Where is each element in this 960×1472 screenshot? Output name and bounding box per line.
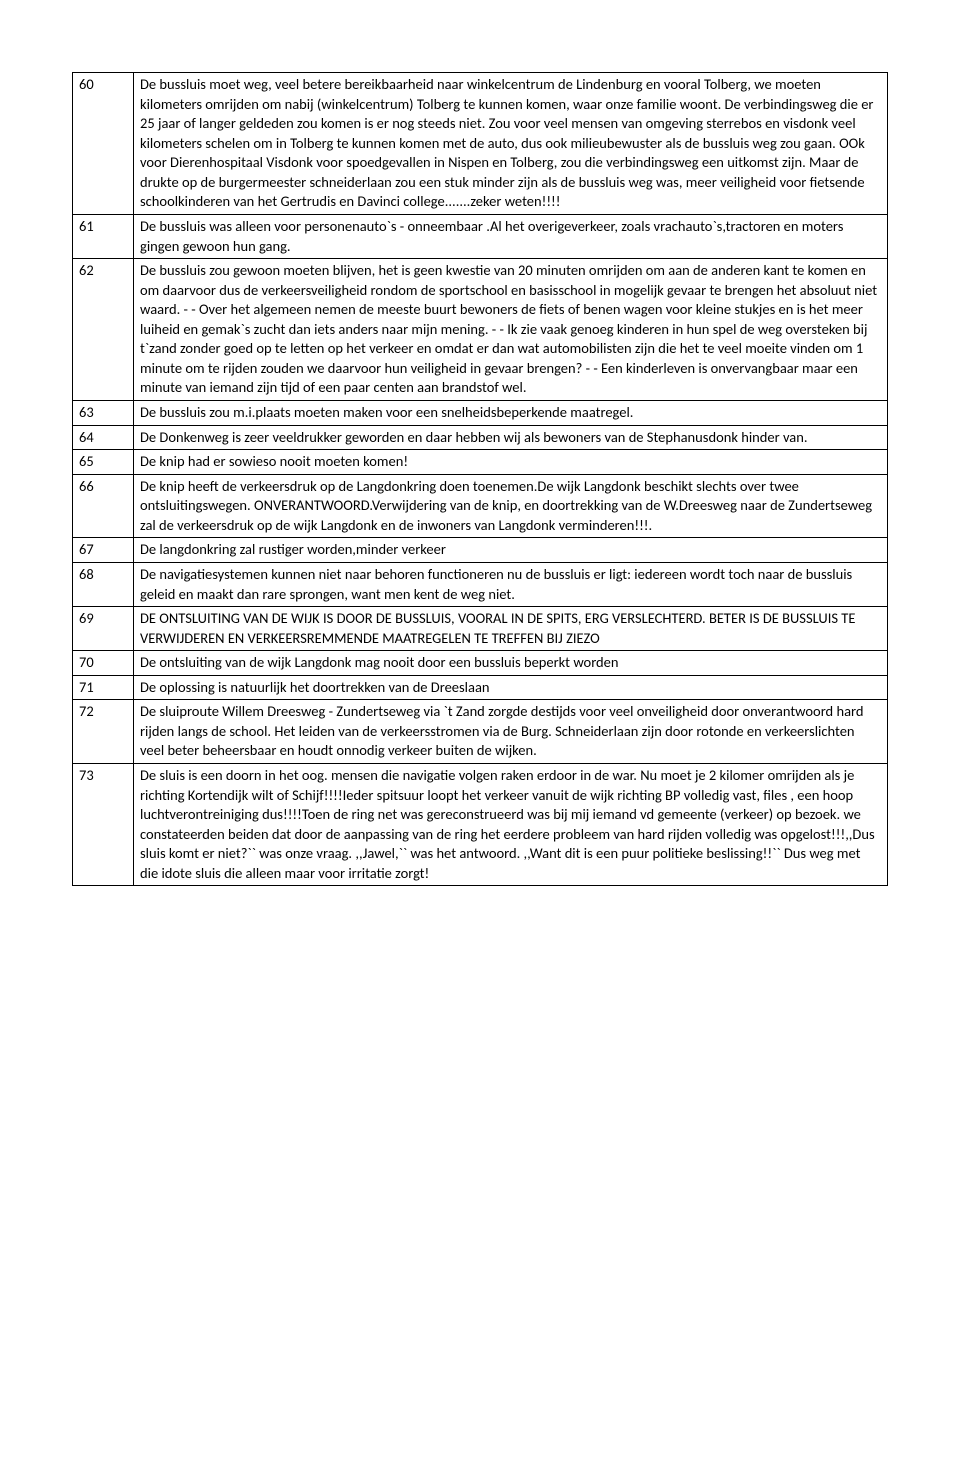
row-text: De oplossing is natuurlijk het doortrekk… <box>134 675 888 700</box>
row-text: De bussluis zou m.i.plaats moeten maken … <box>134 401 888 426</box>
row-text: De bussluis zou gewoon moeten blijven, h… <box>134 259 888 401</box>
row-number: 70 <box>73 651 134 676</box>
document-page: 60De bussluis moet weg, veel betere bere… <box>0 0 960 936</box>
row-number: 69 <box>73 607 134 651</box>
row-number: 63 <box>73 401 134 426</box>
row-number: 65 <box>73 450 134 475</box>
table-row: 60De bussluis moet weg, veel betere bere… <box>73 73 888 215</box>
table-row: 65De knip had er sowieso nooit moeten ko… <box>73 450 888 475</box>
row-text: De bussluis was alleen voor personenauto… <box>134 214 888 258</box>
comments-tbody: 60De bussluis moet weg, veel betere bere… <box>73 73 888 886</box>
row-number: 60 <box>73 73 134 215</box>
row-number: 71 <box>73 675 134 700</box>
row-text: De langdonkring zal rustiger worden,mind… <box>134 538 888 563</box>
table-row: 73De sluis is een doorn in het oog. mens… <box>73 764 888 886</box>
table-row: 70De ontsluiting van de wijk Langdonk ma… <box>73 651 888 676</box>
row-text: De ontsluiting van de wijk Langdonk mag … <box>134 651 888 676</box>
table-row: 71De oplossing is natuurlijk het doortre… <box>73 675 888 700</box>
row-text: De sluiproute Willem Dreesweg - Zunderts… <box>134 700 888 764</box>
row-number: 62 <box>73 259 134 401</box>
row-text: De Donkenweg is zeer veeldrukker geworde… <box>134 425 888 450</box>
row-number: 61 <box>73 214 134 258</box>
row-text: De knip had er sowieso nooit moeten kome… <box>134 450 888 475</box>
row-number: 72 <box>73 700 134 764</box>
table-row: 69DE ONTSLUITING VAN DE WIJK IS DOOR DE … <box>73 607 888 651</box>
table-row: 66De knip heeft de verkeersdruk op de La… <box>73 474 888 538</box>
table-row: 64De Donkenweg is zeer veeldrukker gewor… <box>73 425 888 450</box>
table-row: 68De navigatiesystemen kunnen niet naar … <box>73 562 888 606</box>
row-number: 73 <box>73 764 134 886</box>
table-row: 72De sluiproute Willem Dreesweg - Zunder… <box>73 700 888 764</box>
table-row: 63De bussluis zou m.i.plaats moeten make… <box>73 401 888 426</box>
row-number: 68 <box>73 562 134 606</box>
table-row: 62De bussluis zou gewoon moeten blijven,… <box>73 259 888 401</box>
comments-table: 60De bussluis moet weg, veel betere bere… <box>72 72 888 886</box>
row-text: De navigatiesystemen kunnen niet naar be… <box>134 562 888 606</box>
row-text: DE ONTSLUITING VAN DE WIJK IS DOOR DE BU… <box>134 607 888 651</box>
row-text: De bussluis moet weg, veel betere bereik… <box>134 73 888 215</box>
row-text: De knip heeft de verkeersdruk op de Lang… <box>134 474 888 538</box>
table-row: 61De bussluis was alleen voor personenau… <box>73 214 888 258</box>
row-text: De sluis is een doorn in het oog. mensen… <box>134 764 888 886</box>
row-number: 67 <box>73 538 134 563</box>
row-number: 64 <box>73 425 134 450</box>
table-row: 67De langdonkring zal rustiger worden,mi… <box>73 538 888 563</box>
row-number: 66 <box>73 474 134 538</box>
